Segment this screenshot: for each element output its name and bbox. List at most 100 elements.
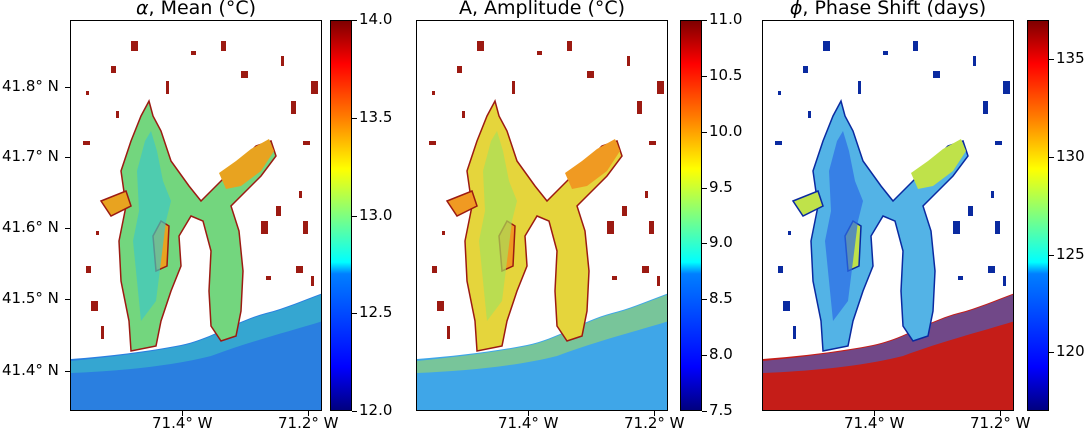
shoreline-pixels: [953, 221, 960, 234]
longitude-tick-mark: [654, 411, 655, 416]
shoreline-pixels: [241, 71, 248, 78]
shoreline-pixels: [995, 221, 1000, 234]
shoreline-pixels: [778, 266, 783, 273]
colorbar-tick-label: 13.0: [359, 205, 393, 224]
shoreline-pixels: [537, 51, 542, 55]
coastal-band: [763, 294, 1013, 373]
colorbar: [1027, 20, 1049, 411]
latitude-tick-label: 41.5° N: [2, 289, 59, 307]
shoreline-pixels: [477, 41, 484, 51]
shoreline-pixels: [166, 81, 169, 94]
raster-map: [417, 41, 667, 410]
colorbar-tick-mark: [702, 131, 707, 133]
colorbar-tick-mark: [702, 411, 707, 412]
shoreline-pixels: [83, 141, 90, 145]
shoreline-pixels: [447, 326, 450, 339]
shoreline-pixels: [429, 141, 436, 145]
title-symbol: ϕ: [789, 0, 803, 19]
colorbar-tick-label: 8.5: [709, 289, 733, 308]
shoreline-pixels: [266, 276, 271, 280]
colorbar-tick-mark: [1049, 156, 1054, 158]
latitude-tick-mark: [65, 371, 70, 372]
shoreline-pixels: [657, 81, 664, 94]
shoreline-pixels: [96, 231, 99, 235]
colorbar-tick-label: 14.0: [359, 10, 393, 28]
colorbar-tick-label: 11.0: [709, 10, 743, 28]
shoreline-pixels: [778, 91, 781, 95]
shoreline-pixels: [303, 221, 308, 234]
longitude-tick-label: 71.2° W: [970, 414, 1031, 432]
title-text: , Mean (°C): [148, 0, 257, 19]
shoreline-pixels: [783, 301, 790, 311]
upper-bay-region: [219, 139, 274, 189]
colorbar-tick-label: 12.0: [359, 401, 393, 419]
shoreline-pixels: [299, 191, 302, 198]
longitude-tick-mark: [1000, 411, 1001, 416]
latitude-tick-mark: [65, 228, 70, 229]
coastal-band: [71, 294, 321, 373]
shoreline-pixels: [913, 41, 918, 51]
latitude-tick-mark: [65, 157, 70, 158]
colorbar-tick-label: 13.5: [359, 107, 393, 126]
shoreline-pixels: [442, 231, 445, 235]
title-text: A, Amplitude (°C): [458, 0, 626, 19]
colorbar-tick-mark: [1049, 254, 1054, 256]
latitude-tick-label: 41.4° N: [2, 361, 59, 379]
shoreline-pixels: [607, 221, 614, 234]
colorbar-tick-mark: [702, 75, 707, 77]
bay-region: [791, 190, 824, 217]
shoreline-pixels: [645, 191, 648, 198]
colorbar-tick-label: 12.5: [359, 303, 393, 322]
longitude-tick-mark: [874, 411, 875, 416]
shoreline-pixels: [983, 101, 988, 114]
title-symbol: α: [135, 0, 149, 19]
colorbar-tick-mark: [1049, 352, 1054, 354]
shoreline-pixels: [296, 266, 303, 273]
panel-title: A, Amplitude (°C): [459, 0, 625, 19]
colorbar: [330, 20, 352, 411]
shoreline-pixels: [612, 276, 617, 280]
shoreline-pixels: [988, 266, 995, 273]
longitude-tick-label: 71.2° W: [278, 414, 339, 432]
shoreline-pixels: [86, 91, 89, 95]
coastal-band: [417, 294, 667, 373]
map-frame: [416, 20, 668, 411]
colorbar: [680, 20, 702, 411]
west-passage: [133, 131, 171, 321]
colorbar-tick-label: 9.5: [709, 177, 733, 196]
shoreline-pixels: [1003, 276, 1006, 286]
shoreline-pixels: [775, 141, 782, 145]
longitude-tick-mark: [182, 411, 183, 416]
shoreline-pixels: [311, 276, 314, 286]
colorbar-tick-label: 130: [1056, 146, 1084, 165]
colorbar-tick-label: 7.5: [709, 401, 733, 419]
shoreline-pixels: [858, 81, 861, 94]
shoreline-pixels: [968, 206, 973, 216]
shoreline-pixels: [111, 66, 116, 73]
shoreline-pixels: [642, 266, 649, 273]
shoreline-pixels: [432, 266, 437, 273]
shoreline-pixels: [276, 206, 281, 216]
shoreline-pixels: [933, 71, 940, 78]
bay-region: [445, 190, 478, 217]
shoreline-pixels: [432, 91, 435, 95]
shoreline-pixels: [116, 111, 119, 118]
colorbar-tick-mark: [702, 355, 707, 357]
raster-map: [763, 41, 1013, 410]
latitude-tick-mark: [65, 87, 70, 88]
shoreline-pixels: [512, 81, 515, 94]
shoreline-pixels: [808, 111, 811, 118]
shoreline-pixels: [627, 56, 630, 66]
longitude-tick-label: 71.4° W: [498, 414, 559, 432]
map-frame: [762, 20, 1014, 411]
longitude-tick-label: 71.4° W: [844, 414, 905, 432]
shoreline-pixels: [303, 141, 310, 145]
shoreline-pixels: [637, 101, 642, 114]
shoreline-pixels: [1003, 81, 1010, 94]
shoreline-pixels: [793, 326, 796, 339]
shoreline-pixels: [261, 221, 268, 234]
shoreline-pixels: [823, 41, 830, 51]
upper-bay-region: [565, 139, 620, 189]
shoreline-pixels: [457, 66, 462, 73]
longitude-tick-label: 71.4° W: [152, 414, 213, 432]
